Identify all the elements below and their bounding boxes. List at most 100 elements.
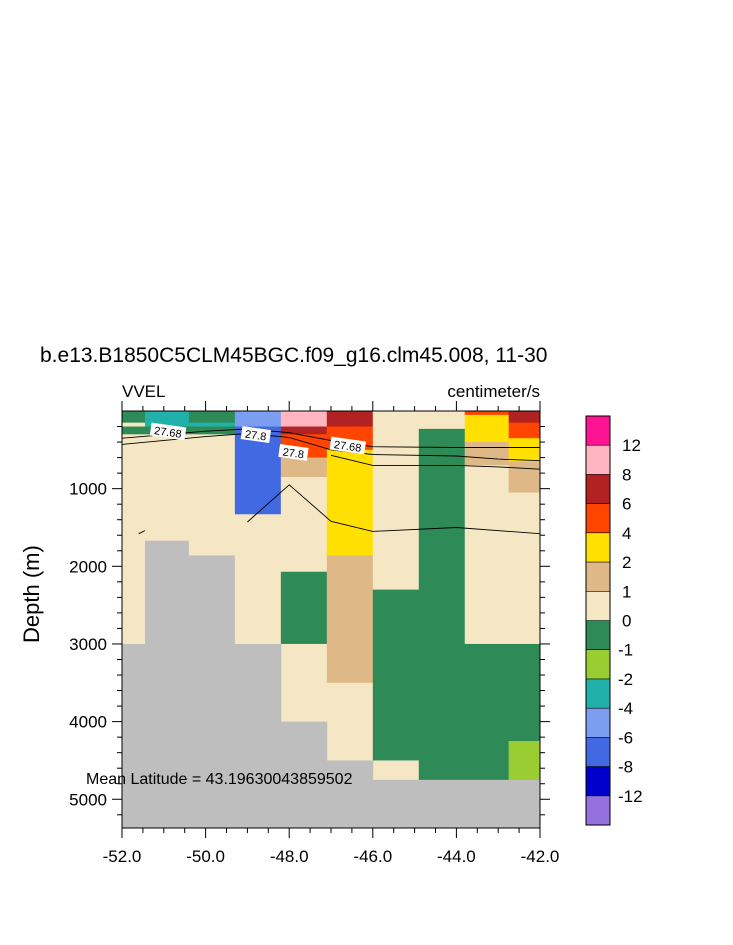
colorbar-label: -12 xyxy=(618,787,643,806)
y-tick-label: 2000 xyxy=(69,557,107,576)
colorbar-swatch xyxy=(586,445,610,475)
heatmap-cell xyxy=(280,477,328,573)
heatmap-cell xyxy=(326,555,374,684)
colorbar-swatch xyxy=(586,503,610,534)
heatmap-cell xyxy=(188,540,236,556)
heatmap-cell xyxy=(122,411,146,424)
x-tick-label: -46.0 xyxy=(353,847,392,866)
y-tick-label: 3000 xyxy=(69,635,107,654)
colorbar-swatch xyxy=(586,708,610,738)
colorbar-swatch xyxy=(586,795,610,826)
contour-line xyxy=(121,433,541,462)
contour-layer xyxy=(121,428,541,535)
colorbar-label: -6 xyxy=(618,728,633,747)
contour-label: 27.68 xyxy=(149,422,187,441)
colorbar-label: -8 xyxy=(618,758,633,777)
heatmap-cell xyxy=(326,449,374,556)
variable-label: VVEL xyxy=(122,382,166,401)
heatmap-cell xyxy=(464,442,510,466)
contour-label-layer: 27.68 27.8 27.8 27.68 xyxy=(149,422,367,461)
heatmap-cell xyxy=(372,760,420,781)
land-mask-cell xyxy=(326,760,374,829)
colorbar-layer: 12 8 6 4 2 1 0 -1 -2 -4 -6 -8 -12 xyxy=(585,415,643,826)
heatmap-cell xyxy=(122,434,236,542)
mean-latitude-annotation: Mean Latitude = 43.19630043859502 xyxy=(86,771,353,788)
colorbar-swatch xyxy=(586,562,610,592)
heatmap-cell xyxy=(464,643,510,781)
colorbar-label: 6 xyxy=(622,495,631,514)
colorbar-swatch xyxy=(586,591,610,621)
colorbar-label: 12 xyxy=(622,436,641,455)
land-mask-cell xyxy=(418,779,541,829)
land-mask-cell xyxy=(234,643,282,829)
land-mask-cell xyxy=(280,721,328,829)
heatmap-cell xyxy=(508,492,541,645)
heatmap-cell xyxy=(326,411,374,427)
contour-line xyxy=(247,484,541,535)
x-tick-label: -50.0 xyxy=(186,847,225,866)
land-mask-cell xyxy=(372,779,420,829)
heatmap-cell xyxy=(188,411,236,424)
y-tick-label: 5000 xyxy=(69,790,107,809)
contour-line xyxy=(138,530,146,535)
land-mask-cell xyxy=(144,555,236,645)
contour-label-text: 27.8 xyxy=(244,429,267,444)
contour-label: 27.68 xyxy=(329,436,367,455)
colorbar-label: 0 xyxy=(622,612,631,631)
heatmap-cell xyxy=(280,426,328,435)
heatmap-cell xyxy=(280,643,328,723)
heatmap-cell xyxy=(508,411,541,424)
contour-label-text: 27.68 xyxy=(153,425,182,441)
contour-label: 27.8 xyxy=(240,426,271,444)
heatmap-cell xyxy=(418,411,466,430)
contour-label-box xyxy=(240,426,271,444)
chart-title: b.e13.B1850C5CLM45BGC.f09_g16.clm45.008,… xyxy=(40,344,548,367)
land-mask-cell xyxy=(144,540,190,556)
y-tick-label: 4000 xyxy=(69,713,107,732)
heatmap-cell xyxy=(508,643,541,742)
colorbar-swatch xyxy=(586,737,610,767)
heatmap-cell xyxy=(144,422,236,427)
colorbar-label: -4 xyxy=(618,699,633,718)
heatmap-cell xyxy=(464,465,510,645)
heatmap-cell xyxy=(508,438,541,462)
heatmap-cell xyxy=(280,411,328,427)
heatmap-cell xyxy=(326,682,374,761)
colorbar-swatch xyxy=(586,678,610,709)
colorbar-swatch xyxy=(586,766,610,797)
heatmap-cell xyxy=(372,411,420,591)
colorbar-label: 8 xyxy=(622,465,631,484)
heatmap-cell xyxy=(280,571,328,645)
colorbar-swatch xyxy=(586,416,610,446)
heatmap-cell xyxy=(144,411,190,424)
land-mask-cell xyxy=(122,643,236,829)
units-label: centimeter/s xyxy=(447,382,540,401)
x-tick-label: -42.0 xyxy=(521,847,560,866)
colorbar-label: 2 xyxy=(622,553,631,572)
x-tick-label: -48.0 xyxy=(270,847,309,866)
contour-line xyxy=(330,454,541,470)
contour-line xyxy=(121,428,540,448)
heatmap-cell xyxy=(234,411,282,427)
x-tick-label: -52.0 xyxy=(103,847,142,866)
heatmap-cell xyxy=(464,414,510,420)
heatmap-cell xyxy=(464,411,510,416)
heatmap-cell xyxy=(122,540,146,645)
heatmap-cell xyxy=(508,422,541,439)
heatmap-cell xyxy=(372,589,420,761)
heatmap-cell xyxy=(280,457,328,478)
x-tick-label: -44.0 xyxy=(437,847,476,866)
y-tick-label: 1000 xyxy=(69,480,107,499)
colorbar-swatch xyxy=(586,649,610,680)
heatmap-cell xyxy=(122,422,146,427)
heatmap-cell xyxy=(418,428,466,781)
heatmap-cell xyxy=(508,461,541,493)
colorbar-swatch xyxy=(586,474,610,504)
colorbar-label: -1 xyxy=(618,641,633,660)
colorbar-swatch xyxy=(586,620,610,651)
contour-label-box xyxy=(278,443,309,461)
cells-layer xyxy=(122,411,541,829)
heatmap-cell xyxy=(508,741,541,781)
heatmap-cell xyxy=(464,418,510,443)
